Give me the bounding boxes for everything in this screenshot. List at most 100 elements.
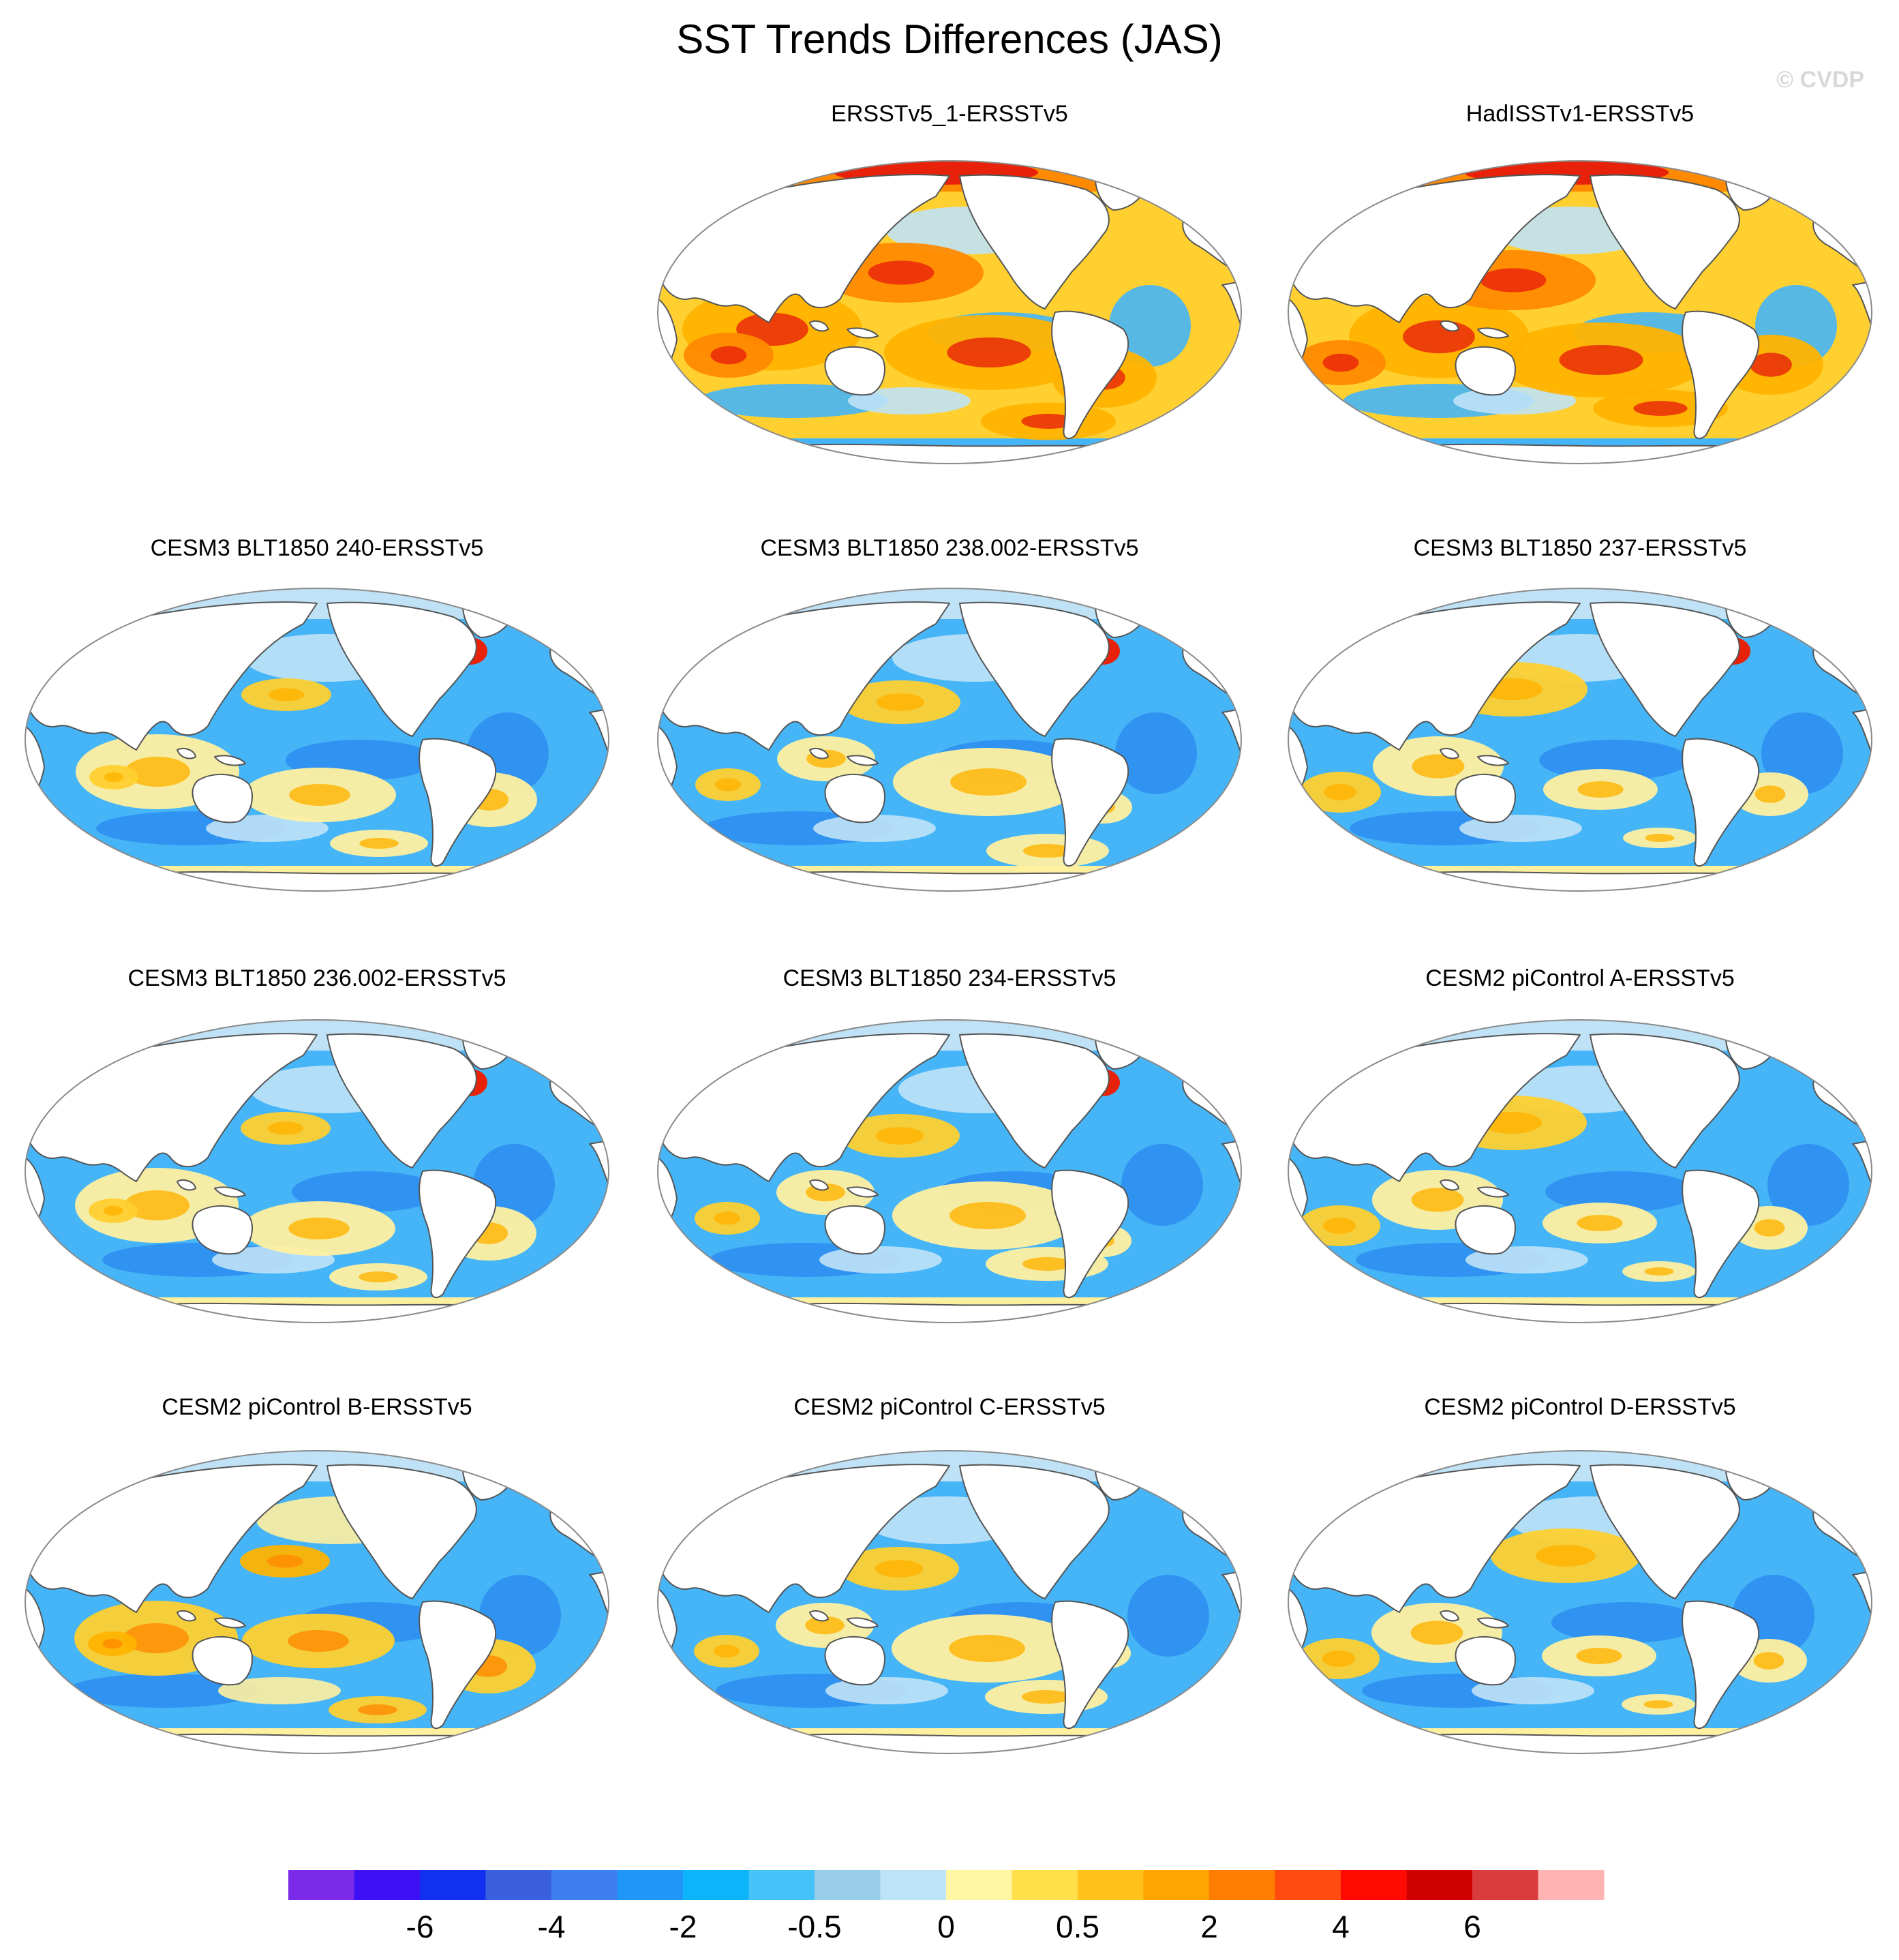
figure-title: SST Trends Differences (JAS) xyxy=(676,16,1222,62)
colorbar-box xyxy=(551,1870,618,1900)
colorbar-box xyxy=(1209,1870,1275,1900)
anomaly-core xyxy=(947,337,1031,367)
map-panel: CESM3 BLT1850 237-ERSSTv5 xyxy=(1288,535,1872,892)
globe-outline xyxy=(1288,588,1872,892)
anomaly-core xyxy=(102,1638,123,1649)
anomaly-patch xyxy=(1115,712,1197,794)
anomaly-core xyxy=(1022,1257,1072,1271)
colorbar-tick-label: 0.5 xyxy=(1056,1909,1099,1944)
colorbar-box xyxy=(946,1870,1012,1900)
anomaly-core xyxy=(267,1554,303,1568)
anomaly-core xyxy=(950,768,1027,796)
colorbar-box xyxy=(617,1870,684,1900)
panel-grid: ERSSTv5_1-ERSSTv5 HadISSTv1-ERSSTv5 CESM3 … xyxy=(25,101,1872,1754)
watermark: © CVDP xyxy=(1776,67,1864,93)
anomaly-core xyxy=(875,1127,924,1145)
colorbar-box xyxy=(815,1870,881,1900)
anomaly-patch xyxy=(218,1677,341,1704)
anomaly-core xyxy=(1480,268,1547,292)
anomaly-core xyxy=(714,778,742,791)
colorbar-box xyxy=(1406,1870,1473,1900)
globe-outline xyxy=(25,588,609,892)
map-panel: CESM3 BLT1850 236.002-ERSSTv5 xyxy=(25,965,609,1323)
anomaly-core xyxy=(1576,1648,1622,1664)
colorbar-tick-label: 0 xyxy=(937,1909,955,1944)
colorbar-box xyxy=(1275,1870,1341,1900)
panel-title: CESM3 BLT1850 236.002-ERSSTv5 xyxy=(128,965,506,991)
colorbar-box xyxy=(1341,1870,1407,1900)
map-panel: CESM3 BLT1850 240-ERSSTv5 xyxy=(25,535,609,892)
colorbar-box xyxy=(1078,1870,1144,1900)
anomaly-core xyxy=(125,757,190,787)
map-panel: CESM2 piControl C-ERSSTv5 xyxy=(657,1394,1242,1754)
anomaly-core xyxy=(1322,1650,1355,1667)
anomaly-core xyxy=(103,1205,123,1216)
anomaly-core xyxy=(1633,401,1688,416)
anomaly-core xyxy=(358,1704,397,1715)
colorbar-tick-label: 2 xyxy=(1200,1909,1218,1944)
colorbar-box xyxy=(1472,1870,1538,1900)
anomaly-core xyxy=(1644,1267,1674,1276)
colorbar-box xyxy=(420,1870,486,1900)
panel-title: CESM3 BLT1850 234-ERSSTv5 xyxy=(783,965,1116,991)
colorbar-tick-label: -0.5 xyxy=(787,1909,841,1944)
anomaly-core xyxy=(1754,1219,1785,1237)
anomaly-core xyxy=(288,1630,349,1652)
anomaly-core xyxy=(950,1202,1026,1229)
anomaly-patch xyxy=(1127,1575,1209,1657)
anomaly-core xyxy=(1559,345,1643,375)
anomaly-patch xyxy=(819,1246,942,1273)
panel-title: ERSSTv5_1-ERSSTv5 xyxy=(831,101,1068,127)
map-panel: CESM2 piControl A-ERSSTv5 xyxy=(1288,965,1872,1323)
anomaly-patch xyxy=(67,1674,258,1708)
sst-field xyxy=(1288,588,1872,891)
colorbar-box xyxy=(1538,1870,1605,1900)
anomaly-core xyxy=(876,693,925,711)
anomaly-core xyxy=(1577,1215,1623,1231)
anomaly-patch xyxy=(813,815,936,842)
anomaly-core xyxy=(1323,1218,1356,1234)
map-panel: CESM3 BLT1850 238.002-ERSSTv5 xyxy=(657,535,1242,892)
anomaly-core xyxy=(359,838,399,849)
anomaly-core xyxy=(1411,1188,1464,1212)
anomaly-core xyxy=(713,1644,740,1658)
map-panel: CESM2 piControl B-ERSSTv5 xyxy=(25,1394,609,1754)
anomaly-core xyxy=(949,1635,1025,1662)
panel-title: CESM3 BLT1850 237-ERSSTv5 xyxy=(1414,535,1747,561)
anomaly-core xyxy=(1536,1545,1596,1567)
panel-title: CESM2 piControl A-ERSSTv5 xyxy=(1425,965,1735,991)
colorbar-box xyxy=(748,1870,815,1900)
anomaly-patch xyxy=(1767,1144,1849,1226)
colorbar-box xyxy=(354,1870,421,1900)
globe-outline xyxy=(657,1019,1242,1323)
colorbar-tick-label: 6 xyxy=(1463,1909,1481,1944)
anomaly-core xyxy=(1753,1652,1784,1670)
colorbar-box xyxy=(880,1870,947,1900)
anomaly-core xyxy=(1322,353,1359,372)
map-panel: CESM3 BLT1850 234-ERSSTv5 xyxy=(657,965,1242,1323)
sst-field xyxy=(658,588,1241,891)
anomaly-core xyxy=(1023,844,1072,858)
anomaly-core xyxy=(268,688,305,702)
anomaly-core xyxy=(288,1218,350,1239)
anomaly-core xyxy=(805,1616,845,1635)
colorbar-box xyxy=(683,1870,749,1900)
colorbar-tick-label: -4 xyxy=(538,1909,566,1944)
globe-outline xyxy=(657,588,1242,892)
anomaly-core xyxy=(1412,754,1465,779)
anomaly-core xyxy=(1750,352,1792,377)
anomaly-core xyxy=(714,1211,741,1225)
anomaly-core xyxy=(1021,414,1076,429)
anomaly-core xyxy=(868,260,935,285)
colorbar-tick-label: -6 xyxy=(406,1909,434,1944)
panel-title: CESM3 BLT1850 240-ERSSTv5 xyxy=(151,535,484,561)
anomaly-patch xyxy=(1121,1144,1203,1226)
colorbar-box xyxy=(485,1870,552,1900)
colorbar-tick-label: 4 xyxy=(1332,1909,1350,1944)
anomaly-core xyxy=(710,346,747,365)
anomaly-patch xyxy=(697,384,888,418)
anomaly-core xyxy=(124,1190,189,1220)
anomaly-core xyxy=(1022,1690,1071,1704)
panel-title: CESM3 BLT1850 238.002-ERSSTv5 xyxy=(761,535,1139,561)
